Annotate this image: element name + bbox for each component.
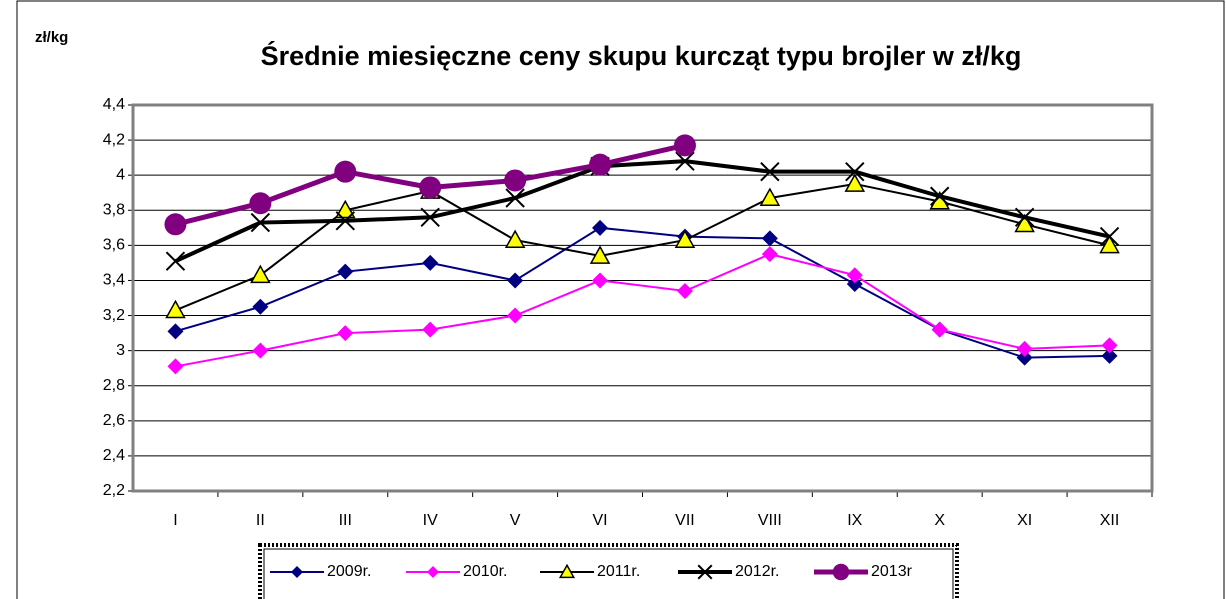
data-point bbox=[759, 187, 781, 206]
y-tick-label: 3,6 bbox=[103, 237, 125, 254]
data-point bbox=[164, 213, 187, 236]
data-point bbox=[760, 161, 780, 182]
series-line bbox=[175, 253, 1110, 368]
data-point bbox=[334, 160, 357, 183]
data-point bbox=[673, 134, 696, 157]
data-point bbox=[592, 219, 609, 236]
data-point bbox=[589, 153, 612, 176]
y-axis-label: zł/kg bbox=[35, 29, 68, 46]
data-point bbox=[420, 207, 440, 227]
y-tick-label: 2,2 bbox=[103, 482, 125, 499]
data-point bbox=[167, 323, 184, 340]
legend-box-inner bbox=[263, 548, 954, 599]
y-tick-label: 3,4 bbox=[103, 272, 125, 289]
y-tick-label: 3,2 bbox=[103, 307, 125, 324]
data-point bbox=[250, 264, 271, 284]
data-point bbox=[291, 566, 303, 578]
x-tick-label: XI bbox=[1017, 512, 1032, 529]
chart-title: Średnie miesięczne ceny skupu kurcząt ty… bbox=[261, 40, 1022, 71]
y-tick-label: 4 bbox=[116, 166, 125, 183]
y-tick-label: 3,8 bbox=[103, 201, 125, 218]
data-point bbox=[1099, 234, 1120, 254]
data-point bbox=[165, 251, 186, 271]
x-tick-label: II bbox=[256, 512, 265, 529]
data-point bbox=[252, 298, 269, 315]
data-point bbox=[422, 254, 439, 271]
y-tick-label: 3 bbox=[116, 342, 125, 359]
data-point bbox=[931, 321, 948, 338]
data-point bbox=[504, 229, 526, 249]
data-point bbox=[165, 299, 186, 319]
data-point bbox=[1016, 349, 1033, 366]
data-point bbox=[846, 267, 863, 284]
legend-label: 2013r bbox=[871, 563, 913, 580]
data-point bbox=[930, 186, 950, 206]
y-tick-label: 2,8 bbox=[103, 377, 125, 394]
series-line bbox=[174, 159, 1110, 263]
data-point bbox=[507, 272, 524, 289]
x-tick-label: IX bbox=[847, 512, 862, 529]
data-point bbox=[697, 564, 713, 580]
y-tick-label: 2,4 bbox=[103, 447, 125, 464]
data-point bbox=[676, 282, 693, 299]
data-point bbox=[832, 563, 850, 581]
data-point bbox=[1101, 347, 1118, 364]
data-point bbox=[1016, 340, 1033, 357]
data-point bbox=[1014, 213, 1035, 233]
data-point bbox=[1101, 337, 1118, 354]
data-point bbox=[504, 169, 527, 192]
data-point bbox=[674, 229, 696, 249]
data-point bbox=[249, 192, 272, 215]
data-point bbox=[558, 563, 576, 579]
legend-label: 2009r. bbox=[327, 563, 371, 580]
legend-label: 2010r. bbox=[463, 563, 507, 580]
data-point bbox=[419, 176, 442, 199]
y-tick-label: 4,2 bbox=[103, 131, 125, 148]
data-point bbox=[761, 246, 778, 263]
x-tick-label: I bbox=[173, 512, 177, 529]
data-point bbox=[337, 263, 354, 280]
data-point bbox=[592, 272, 609, 289]
x-tick-label: XII bbox=[1100, 512, 1120, 529]
data-point bbox=[427, 566, 439, 578]
y-tick-label: 4,4 bbox=[103, 96, 125, 113]
x-tick-label: III bbox=[339, 512, 352, 529]
data-point bbox=[167, 358, 184, 375]
data-point bbox=[252, 342, 269, 359]
data-point bbox=[846, 275, 863, 292]
data-point bbox=[250, 212, 271, 233]
x-tick-label: X bbox=[934, 512, 945, 529]
data-point bbox=[422, 321, 439, 338]
y-tick-label: 2,6 bbox=[103, 412, 125, 429]
x-tick-label: VII bbox=[675, 512, 695, 529]
data-point bbox=[844, 173, 866, 192]
series-line bbox=[175, 226, 1110, 359]
x-tick-label: V bbox=[510, 512, 521, 529]
data-point bbox=[337, 325, 354, 342]
data-point bbox=[335, 211, 355, 231]
data-point bbox=[505, 188, 525, 208]
x-tick-label: VI bbox=[592, 512, 607, 529]
data-point bbox=[1014, 207, 1035, 227]
x-tick-label: IV bbox=[423, 512, 438, 529]
legend-label: 2012r. bbox=[735, 563, 779, 580]
data-point bbox=[761, 230, 778, 247]
data-point bbox=[675, 151, 695, 171]
data-point bbox=[507, 307, 524, 324]
data-point bbox=[335, 199, 356, 219]
data-point bbox=[845, 161, 865, 182]
data-point bbox=[589, 245, 611, 264]
data-point bbox=[1099, 226, 1120, 247]
chart-frame bbox=[16, 0, 1225, 599]
x-tick-label: VIII bbox=[758, 512, 782, 529]
legend-label: 2011r. bbox=[597, 563, 640, 580]
plot-border bbox=[131, 103, 1154, 493]
